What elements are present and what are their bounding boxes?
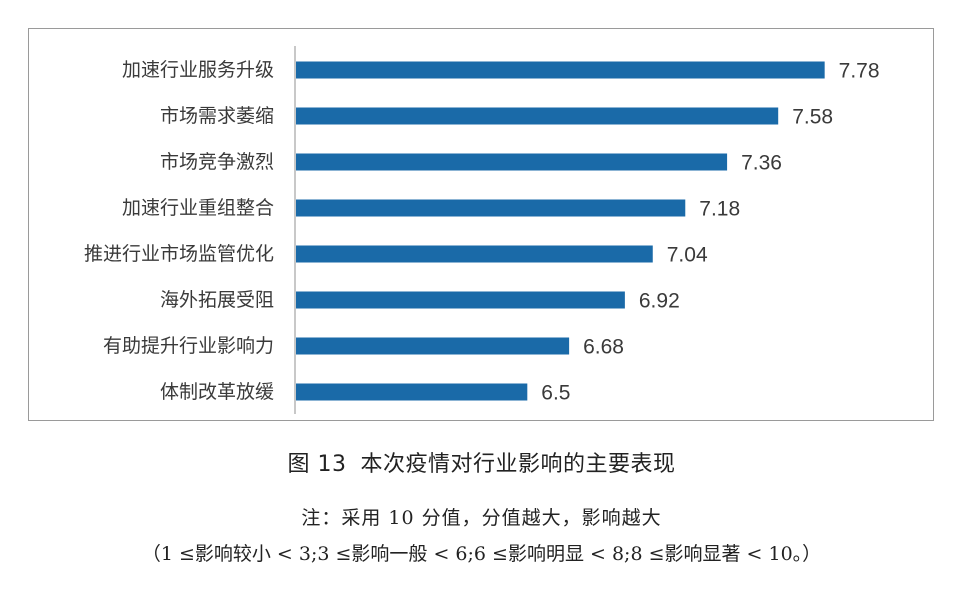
bar — [296, 383, 528, 401]
value-label: 7.36 — [741, 152, 782, 175]
bars-group: 加速行业服务升级 7.78 市场需求萎缩 7.58 市场竞争激烈 7.36 加速行业重组整合… — [84, 59, 880, 405]
bar-chart: 加速行业服务升级 7.78 市场需求萎缩 7.58 市场竞争激烈 7.36 加速行业重组整合… — [84, 46, 880, 414]
category-label: 加速行业服务升级 — [122, 59, 274, 81]
category-label: 市场竞争激烈 — [160, 151, 274, 173]
figure-caption: 图 13 本次疫情对行业影响的主要表现 — [0, 446, 963, 478]
value-label: 6.92 — [639, 290, 680, 313]
bar — [296, 153, 728, 171]
bar — [296, 61, 825, 79]
value-label: 7.18 — [699, 198, 740, 221]
chart-frame: 加速行业服务升级 7.78 市场需求萎缩 7.58 市场竞争激烈 7.36 加速行业重组整合… — [28, 28, 934, 421]
category-label: 海外拓展受阻 — [160, 289, 274, 311]
bar — [296, 107, 779, 125]
note-scale-ranges: （1 ≤影响较小 < 3;3 ≤影响一般 < 6;6 ≤影响明显 < 8;8 ≤… — [141, 543, 822, 565]
value-label: 6.68 — [583, 336, 624, 359]
category-label: 市场需求萎缩 — [160, 105, 274, 127]
note-scale-description: 注：采用 10 分值，分值越大，影响越大 — [301, 507, 662, 529]
bar — [296, 337, 570, 355]
figure-number: 图 13 — [287, 452, 347, 477]
category-label: 有助提升行业影响力 — [103, 335, 274, 357]
bar — [296, 245, 653, 263]
value-label: 7.58 — [792, 106, 833, 129]
category-label: 体制改革放缓 — [160, 381, 274, 403]
value-label: 6.5 — [541, 382, 570, 405]
figure-title: 本次疫情对行业影响的主要表现 — [360, 452, 676, 477]
category-label: 推进行业市场监管优化 — [84, 243, 274, 265]
bar — [296, 199, 686, 217]
value-label: 7.04 — [667, 244, 708, 267]
category-label: 加速行业重组整合 — [122, 197, 274, 219]
value-label: 7.78 — [839, 60, 880, 83]
bar — [296, 291, 625, 309]
